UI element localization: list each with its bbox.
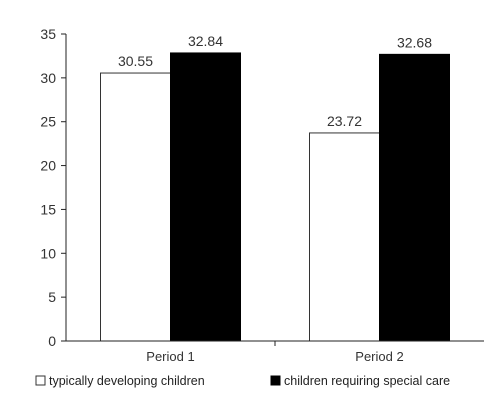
data-label: 32.84 (188, 33, 223, 49)
y-tick-label: 0 (48, 333, 56, 349)
data-label: 30.55 (118, 53, 153, 69)
bar-typically-developing-1 (100, 72, 171, 342)
data-labels: 30.55 32.84 23.72 32.68 (118, 33, 432, 129)
y-tick-label: 15 (40, 201, 56, 217)
y-tick-label: 5 (48, 289, 56, 305)
data-label: 23.72 (327, 113, 362, 129)
y-tick-label: 35 (40, 26, 56, 42)
y-tick-label: 30 (40, 70, 56, 86)
data-label: 32.68 (397, 34, 432, 50)
x-axis-labels: Period 1 Period 2 (146, 341, 404, 364)
y-axis-ticks: 0 5 10 15 20 25 30 35 (40, 26, 66, 349)
y-tick-label: 10 (40, 245, 56, 261)
x-category-label: Period 2 (355, 349, 403, 364)
y-tick-label: 25 (40, 114, 56, 130)
legend: typically developing children children re… (35, 374, 450, 388)
legend-label: children requiring special care (284, 374, 450, 388)
legend-label: typically developing children (49, 374, 205, 388)
y-tick-label: 20 (40, 158, 56, 174)
legend-swatch (35, 375, 46, 386)
bar-typically-developing-2 (309, 132, 380, 342)
legend-swatch (270, 375, 281, 386)
bars (100, 52, 450, 342)
bar-special-care-2 (379, 53, 450, 342)
bar-special-care-1 (170, 52, 241, 342)
x-category-label: Period 1 (146, 349, 194, 364)
